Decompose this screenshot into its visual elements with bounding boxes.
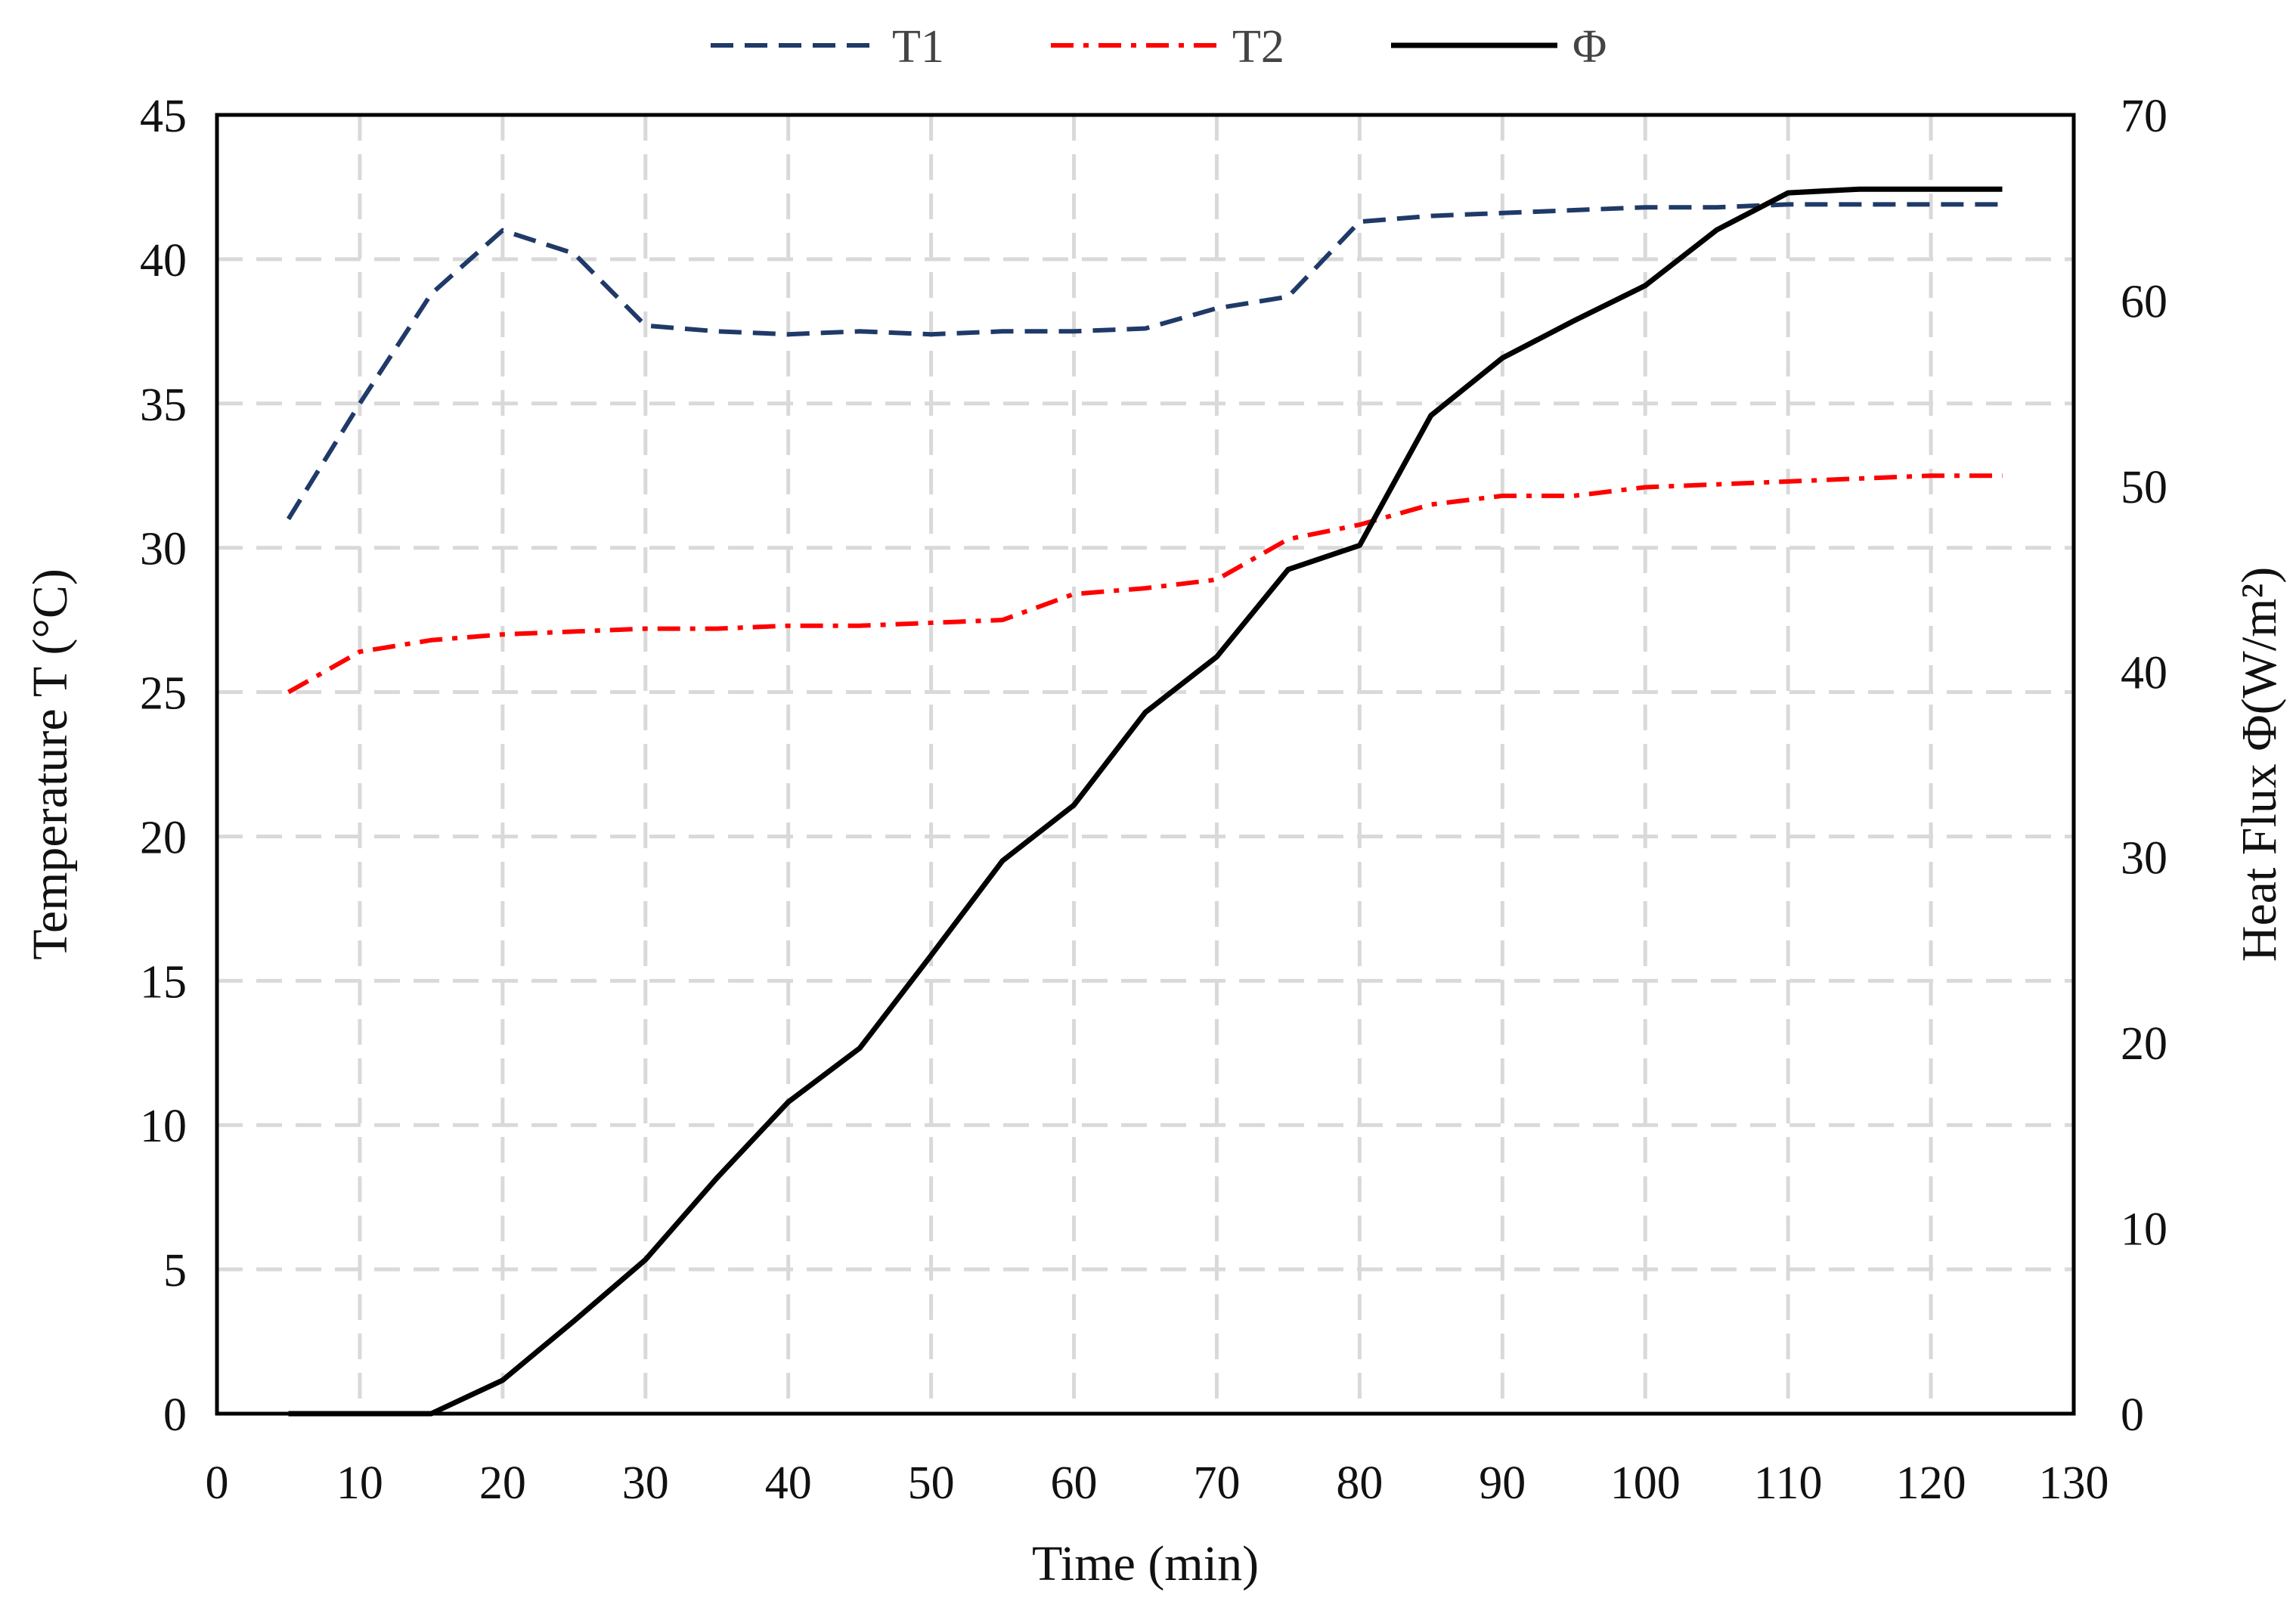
x-tick-label: 100 (1610, 1458, 1681, 1509)
y-axis-right-ticks: 0 10 20 30 40 50 60 70 (2121, 91, 2167, 1441)
x-tick-label: 40 (765, 1458, 812, 1509)
y-right-tick-label: 10 (2121, 1204, 2167, 1256)
y-right-tick-label: 30 (2121, 833, 2167, 884)
y-right-tick-label: 70 (2121, 91, 2167, 142)
y-right-tick-label: 60 (2121, 276, 2167, 327)
x-tick-label: 20 (479, 1458, 526, 1509)
x-tick-label: 130 (2039, 1458, 2109, 1509)
legend-label: T1 (892, 21, 944, 73)
legend-label: Φ (1572, 21, 1607, 73)
y-right-tick-label: 50 (2121, 462, 2167, 513)
x-tick-label: 80 (1336, 1458, 1383, 1509)
series-line-2 (287, 473, 2003, 695)
y-tick-label: 30 (140, 524, 187, 575)
y-tick-label: 35 (140, 379, 187, 431)
y-right-tick-label: 0 (2121, 1389, 2144, 1441)
plot-area (215, 113, 2076, 1416)
y-tick-label: 40 (140, 235, 187, 287)
x-tick-label: 90 (1479, 1458, 1526, 1509)
gridlines (217, 115, 2074, 1414)
y-right-tick-label: 20 (2121, 1018, 2167, 1070)
series-line-3 (288, 186, 2003, 1417)
legend: T1 T2 Φ (711, 21, 1607, 73)
y-axis-ticks: 0 5 10 15 20 25 30 35 40 45 (140, 91, 187, 1441)
y-tick-label: 10 (140, 1101, 187, 1152)
x-tick-label: 110 (1754, 1458, 1823, 1509)
y-right-tick-label: 40 (2121, 647, 2167, 699)
x-tick-label: 50 (908, 1458, 955, 1509)
x-tick-label: 60 (1051, 1458, 1098, 1509)
x-tick-label: 70 (1193, 1458, 1240, 1509)
y-tick-label: 20 (140, 812, 187, 863)
y-tick-label: 5 (163, 1245, 187, 1296)
x-axis-ticks: 0 10 20 30 40 50 60 70 80 90 100 110 120 130 (206, 1458, 2109, 1509)
x-axis-title: Time (min) (1032, 1536, 1259, 1591)
y-tick-label: 15 (140, 956, 187, 1008)
legend-label: T2 (1232, 21, 1284, 73)
y-tick-label: 45 (140, 91, 187, 142)
series-lines (286, 186, 2003, 1417)
y-axis-right-title: Heat Flux Φ(W/m²) (2232, 567, 2287, 962)
x-tick-label: 30 (622, 1458, 669, 1509)
y-tick-label: 0 (163, 1389, 187, 1441)
y-axis-title: Temperature T (°C) (23, 568, 78, 960)
x-tick-label: 10 (336, 1458, 383, 1509)
x-tick-label: 0 (206, 1458, 229, 1509)
x-tick-label: 120 (1896, 1458, 1966, 1509)
series-line-1 (286, 202, 2003, 521)
y-tick-label: 25 (140, 668, 187, 720)
